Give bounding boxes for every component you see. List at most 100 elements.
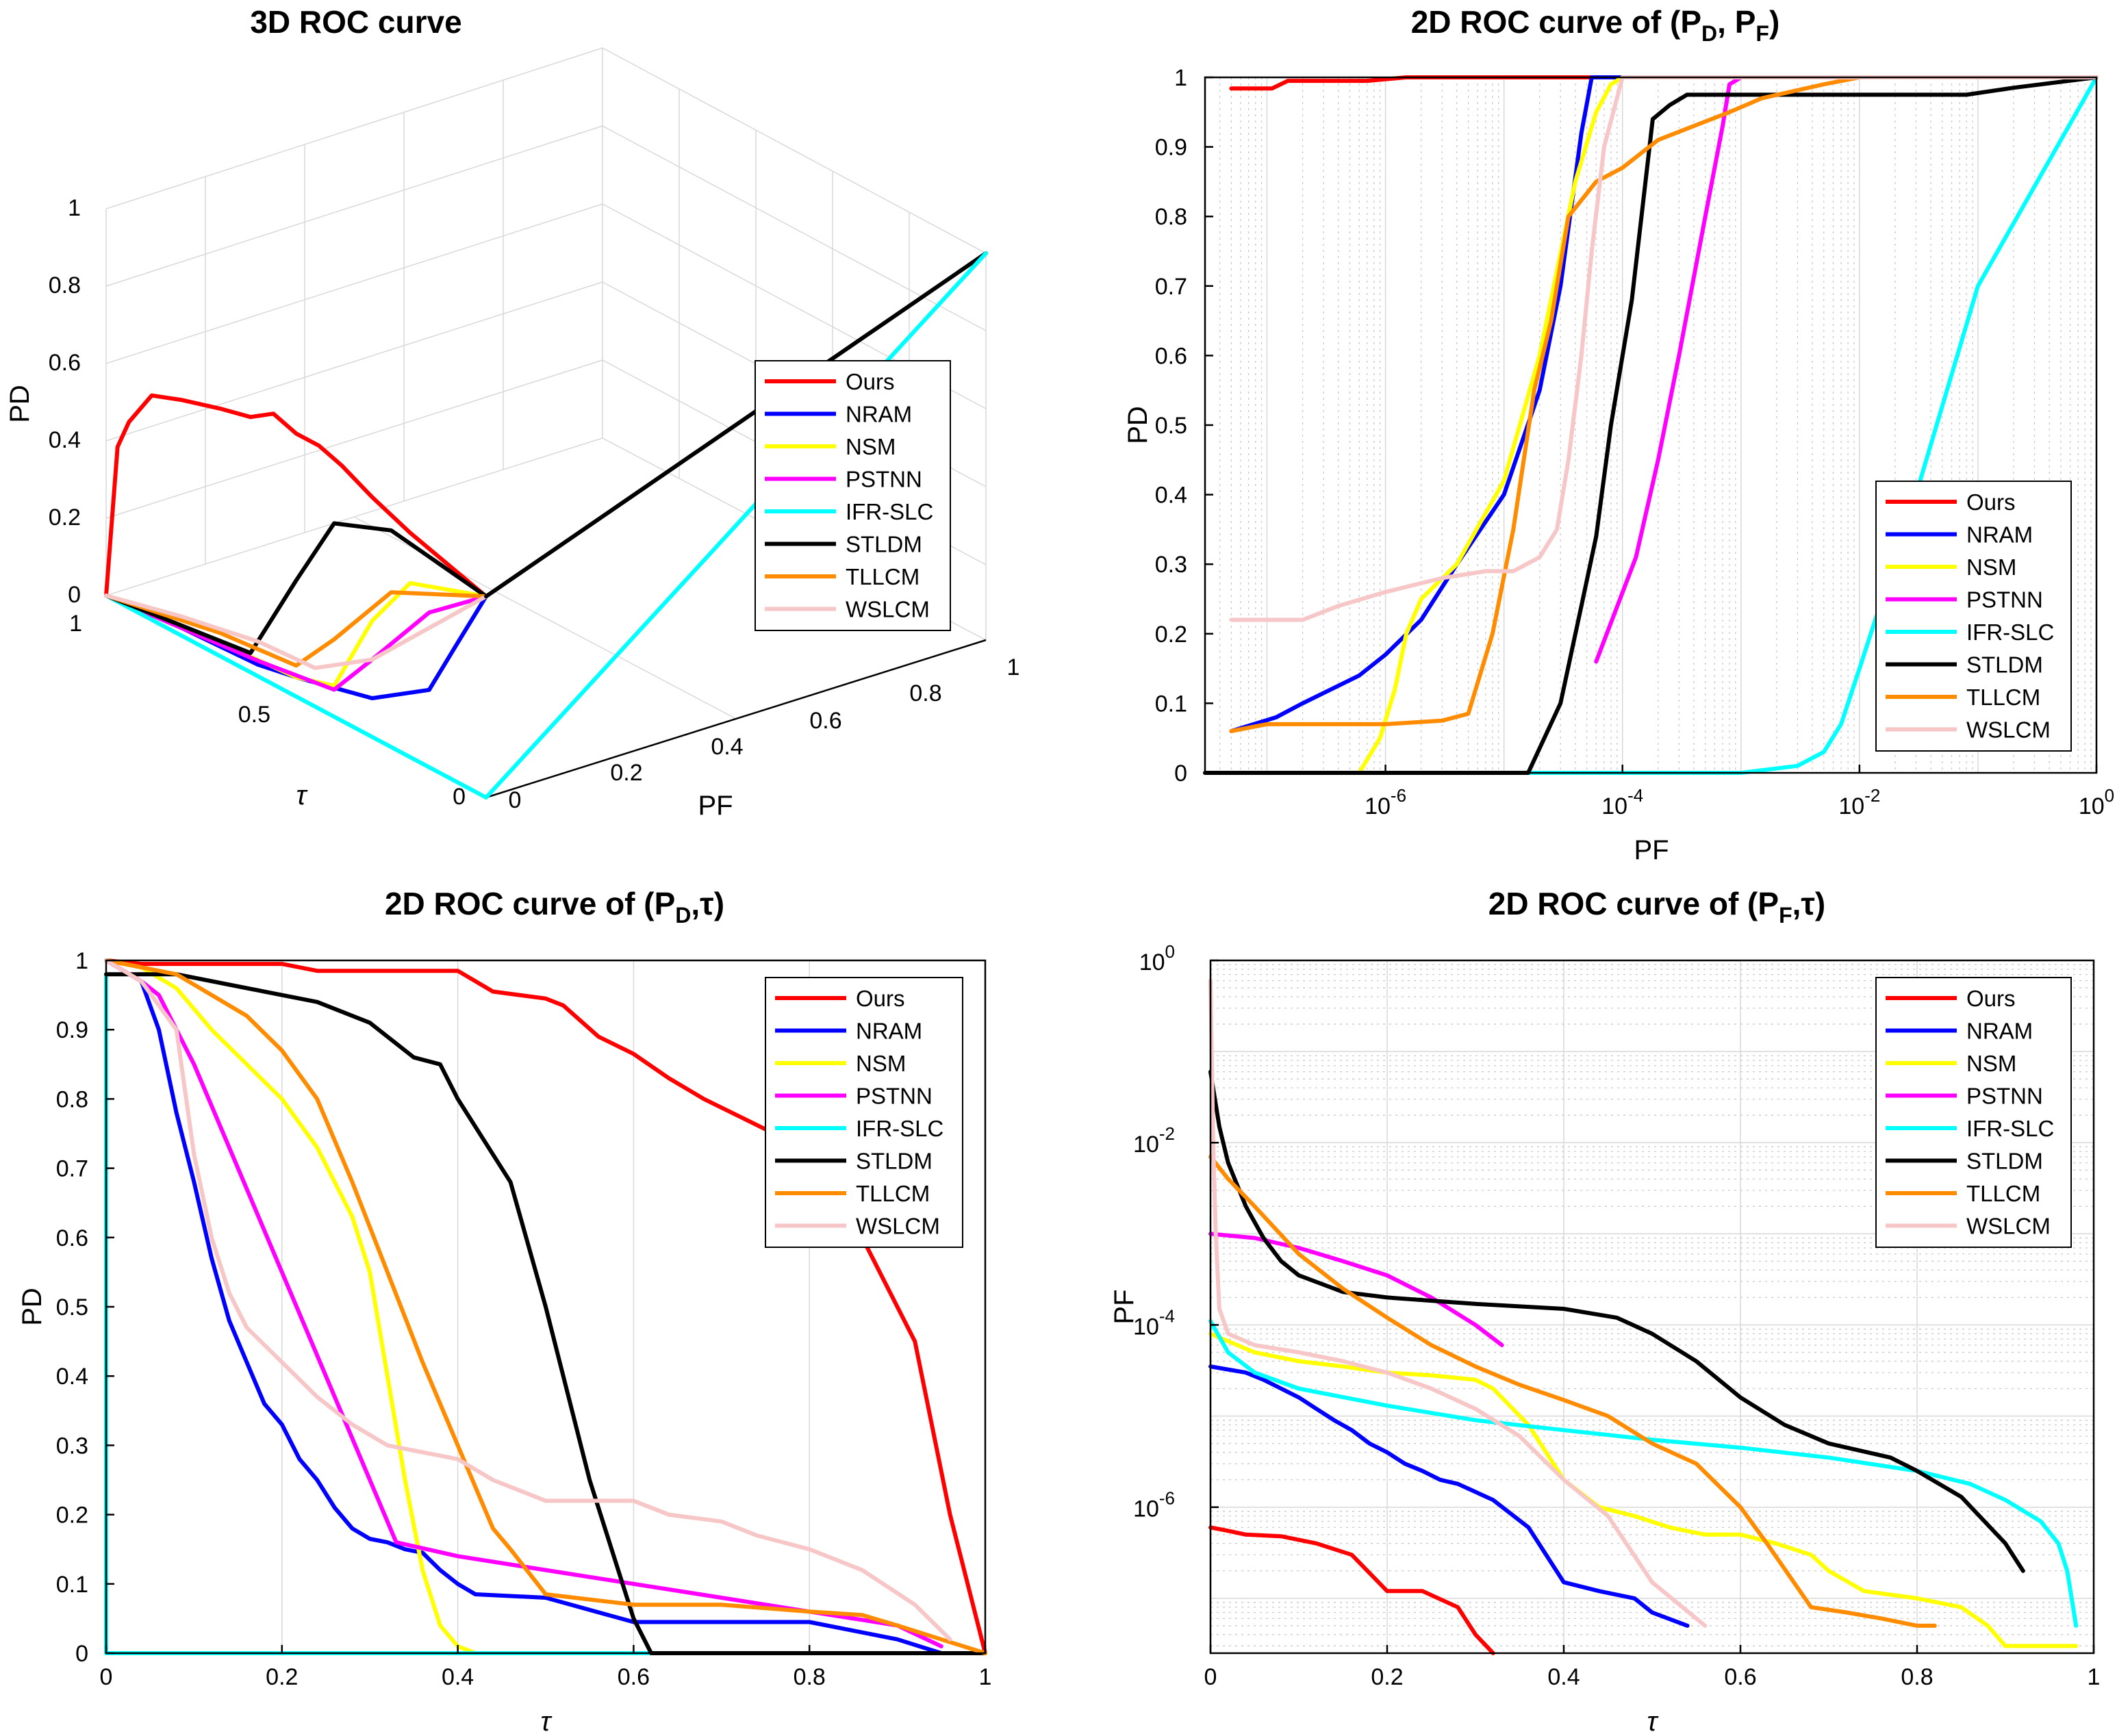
pdpf-legend-label-ifr-slc: IFR-SLC: [1966, 620, 2054, 645]
pftau-xtick-label: 0: [1204, 1664, 1217, 1690]
roc3d-pf-tick: 0.8: [909, 680, 941, 706]
pftau-legend-label-stldm: STLDM: [1966, 1149, 2043, 1174]
pftau-title-main: 2D ROC curve of (P: [1488, 886, 1779, 921]
pdpf-legend-label-pstnn: PSTNN: [1966, 587, 2043, 613]
pdpf-xtick-exp: -2: [1864, 785, 1880, 806]
pdpf-title: 2D ROC curve of (PD, PF): [1411, 4, 1780, 46]
pdpf-series-tllcm: [1229, 75, 2099, 733]
roc3d-ylabel: PD: [5, 385, 35, 423]
pdpf-ytick-label: 0.6: [1155, 343, 1187, 369]
pdtau-ytick-label: 0.9: [56, 1017, 88, 1043]
roc3d-series-nsm: [104, 580, 488, 688]
pftau-ytick-label: 10-2: [1133, 1123, 1175, 1158]
pdtau-x-ticks: 0 0.2 0.4 0.6 0.8 1: [100, 1645, 992, 1690]
pdtau-legend-label-ours: Ours: [856, 986, 905, 1011]
roc3d-pd-tick: 0.2: [49, 505, 81, 531]
pftau-series-pstnn: [1208, 1231, 1504, 1347]
roc3d-series-ifr-slc-tail: [484, 251, 988, 800]
pdpf-y-ticks: 0 0.1 0.2 0.3 0.4 0.5 0.6 0.7 0.8 0.9 1: [1155, 65, 1213, 787]
pftau-series-wslcm: [1208, 978, 1708, 1628]
pftau-ytick-base: 10: [1133, 1314, 1159, 1340]
pdtau-legend-label-stldm: STLDM: [856, 1149, 933, 1174]
pftau-ytick-base: 10: [1133, 1496, 1159, 1522]
roc3d-legend-label-pstnn: PSTNN: [846, 467, 922, 492]
roc3d-tau-ticks: 1 0.5 0: [69, 611, 466, 810]
pdpf-ytick-label: 0.2: [1155, 622, 1187, 648]
pdtau-title-end: ,τ): [691, 886, 724, 921]
pdpf-ylabel: PD: [1123, 406, 1153, 444]
roc3d-series-roc-tail: [484, 251, 988, 599]
panel-roc3d: 3D ROC curve: [5, 4, 1019, 821]
pdtau-series-wslcm: [104, 958, 952, 1642]
pftau-axes-box: [1209, 959, 2095, 1655]
pdpf-xtick-label: 10-2: [1838, 785, 1880, 819]
roc3d-pf-tick: 0: [509, 787, 522, 813]
pdtau-legend-label-tllcm: TLLCM: [856, 1181, 930, 1206]
roc3d-legend-label-nram: NRAM: [846, 402, 912, 427]
pdtau-series-nram: [104, 958, 943, 1655]
pdtau-xtick-label: 1: [979, 1664, 992, 1690]
roc3d-pd-tick: 0: [68, 582, 81, 608]
pdpf-series-wslcm: [1229, 75, 2099, 622]
roc3d-pf-tick: 0.6: [809, 708, 841, 734]
pdtau-ylabel: PD: [17, 1288, 47, 1326]
pdpf-xtick-exp: 0: [2105, 785, 2114, 806]
pftau-series-tllcm: [1208, 1154, 1937, 1628]
pdpf-ytick-label: 0.9: [1155, 135, 1187, 161]
roc3d-legend-label-stldm: STLDM: [846, 532, 922, 557]
pdpf-xtick-exp: -4: [1627, 785, 1643, 806]
roc3d-tau-tick: 1: [69, 611, 82, 637]
roc3d-series-ifr-slc: [104, 593, 488, 800]
pftau-series-ours: [1208, 1525, 1495, 1655]
pftau-legend-label-pstnn: PSTNN: [1966, 1084, 2043, 1109]
roc3d-legend-label-tllcm: TLLCM: [846, 564, 920, 589]
pftau-series-nsm: [1208, 1331, 2079, 1648]
pdtau-plot-area: [104, 958, 987, 1655]
pftau-xtick-label: 0.2: [1371, 1664, 1403, 1690]
pdpf-legend-label-nsm: NSM: [1966, 554, 2016, 580]
pdpf-xtick-base: 10: [1838, 793, 1864, 819]
pdpf-xtick-label: 100: [2079, 785, 2114, 819]
pdpf-series-ifr-slc: [1203, 75, 2099, 775]
pdpf-xtick-base: 10: [2079, 793, 2105, 819]
pdtau-legend-box: [765, 977, 963, 1248]
pdpf-legend-label-tllcm: TLLCM: [1966, 685, 2040, 710]
pftau-legend-label-ifr-slc: IFR-SLC: [1966, 1116, 2054, 1141]
pftau-legend-label-tllcm: TLLCM: [1966, 1181, 2040, 1206]
pftau-series-nram: [1208, 1364, 1690, 1628]
pdpf-xtick-exp: -6: [1391, 785, 1406, 806]
pdtau-series-nsm: [104, 958, 478, 1655]
roc3d-pf-tick: 1: [1007, 654, 1020, 680]
panel-pdpf: 2D ROC curve of (PD, PF) 10-6 10-4 10-2 100…: [1123, 4, 2114, 865]
pdpf-xtick-base: 10: [1601, 793, 1627, 819]
pdpf-series-nram: [1229, 75, 2099, 733]
pftau-ylabel: PF: [1109, 1289, 1139, 1324]
roc3d-zlabel: τ: [296, 780, 309, 810]
pdtau-ytick-label: 0.2: [56, 1503, 88, 1529]
pdpf-ytick-label: 0: [1174, 761, 1187, 787]
roc3d-series-tllcm: [104, 590, 488, 668]
pdtau-ytick-label: 0.5: [56, 1294, 88, 1320]
pdtau-legend: Ours NRAM NSM PSTNN IFR-SLC STLDM TLLCM WSLCM: [765, 977, 963, 1248]
roc3d-xlabel: PF: [698, 791, 733, 821]
pdpf-series-nsm: [1203, 75, 2099, 775]
pftau-series-ifr-slc: [1208, 1319, 2079, 1628]
pftau-ytick-exp: -4: [1159, 1305, 1175, 1326]
pftau-legend-box: [1875, 977, 2072, 1248]
roc3d-pd-tick: 0.4: [49, 427, 81, 453]
pdpf-series-stldm: [1203, 75, 2099, 775]
pdpf-ytick-label: 0.1: [1155, 691, 1187, 717]
pftau-ytick-exp: -2: [1159, 1123, 1175, 1144]
roc3d-pd-ticks: 0 0.2 0.4 0.6 0.8 1: [49, 195, 81, 608]
roc3d-pd-tick: 1: [68, 195, 81, 221]
roc3d-series-wslcm: [104, 593, 488, 670]
roc3d-legend-label-ours: Ours: [846, 369, 895, 394]
roc3d-legend-label-ifr-slc: IFR-SLC: [846, 499, 933, 524]
pdtau-ytick-label: 0: [75, 1641, 88, 1667]
pdpf-ytick-label: 0.4: [1155, 483, 1187, 509]
pdtau-legend-label-nsm: NSM: [856, 1051, 906, 1076]
pdpf-xlabel: PF: [1634, 835, 1669, 865]
pdtau-ytick-label: 0.1: [56, 1572, 88, 1598]
